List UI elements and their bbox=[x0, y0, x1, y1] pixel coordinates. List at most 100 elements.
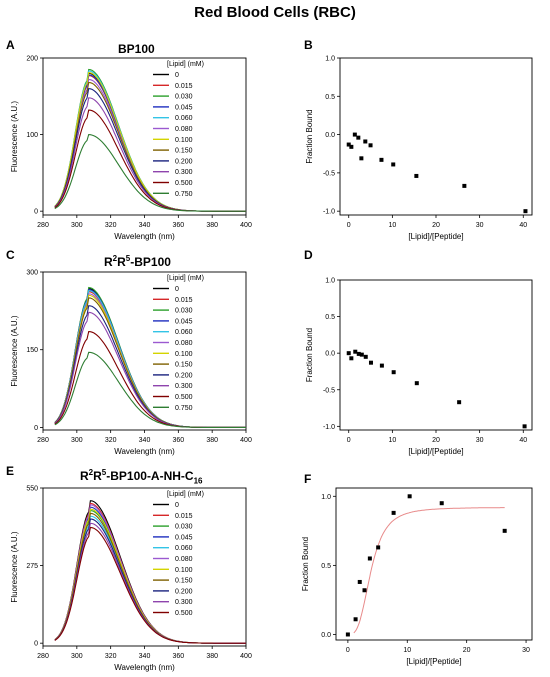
title-e-post: -BP100-A-NH-C bbox=[106, 469, 194, 483]
x-axis-label-f: [Lipid]/[Peptide] bbox=[406, 657, 461, 666]
legend-label-a: 0.300 bbox=[175, 169, 193, 176]
data-point-f bbox=[367, 556, 372, 561]
y-axis-label-b: Fraction Bound bbox=[305, 109, 314, 163]
legend-label-c: 0.060 bbox=[175, 329, 193, 336]
x-tick-label-b: 40 bbox=[519, 222, 527, 229]
title-c-mid: R bbox=[117, 255, 126, 269]
legend-title-e: [Lipid] (mM) bbox=[167, 491, 204, 498]
series-line-a bbox=[54, 81, 246, 212]
data-point-b bbox=[363, 139, 368, 144]
x-tick-label-c: 320 bbox=[105, 437, 117, 444]
x-tick-label-d: 40 bbox=[519, 437, 527, 444]
plot-frame-f bbox=[335, 487, 533, 641]
legend-title-c: [Lipid] (mM) bbox=[167, 275, 204, 282]
fit-curve-f bbox=[353, 507, 505, 634]
data-point-d bbox=[522, 424, 527, 429]
legend-label-c: 0.750 bbox=[175, 405, 193, 412]
data-point-f bbox=[376, 545, 381, 550]
legend-label-e: 0.060 bbox=[175, 545, 193, 552]
panel-title-e: R2R5-BP100-A-NH-C16 bbox=[80, 468, 203, 485]
legend-label-e: 0.045 bbox=[175, 534, 193, 541]
x-tick-label-e: 380 bbox=[206, 653, 218, 660]
x-axis-label-d: [Lipid]/[Peptide] bbox=[408, 447, 463, 456]
series-line-c bbox=[54, 305, 246, 428]
x-tick-label-e: 280 bbox=[37, 653, 49, 660]
data-point-d bbox=[379, 363, 384, 368]
y-tick-label-a: 0 bbox=[34, 209, 38, 216]
panel-letter-f: F bbox=[304, 472, 312, 486]
y-axis-label-f: Fraction Bound bbox=[301, 537, 310, 591]
y-tick-label-c: 150 bbox=[26, 347, 38, 354]
legend-label-e: 0.030 bbox=[175, 524, 193, 531]
x-tick-label-c: 340 bbox=[139, 437, 151, 444]
x-tick-label-e: 400 bbox=[240, 653, 252, 660]
data-point-d bbox=[349, 356, 354, 361]
panel-letter-b: B bbox=[304, 38, 313, 52]
y-tick-label-e: 275 bbox=[26, 563, 38, 570]
x-tick-label-a: 340 bbox=[139, 222, 151, 229]
x-tick-label-a: 320 bbox=[105, 222, 117, 229]
x-tick-label-c: 400 bbox=[240, 437, 252, 444]
legend-label-c: 0.300 bbox=[175, 383, 193, 390]
y-tick-label-d: -0.5 bbox=[323, 387, 335, 394]
x-tick-label-f: 30 bbox=[522, 647, 530, 654]
y-tick-label-b: 0.5 bbox=[325, 94, 335, 101]
legend-label-e: 0.015 bbox=[175, 513, 193, 520]
legend-label-a: 0.750 bbox=[175, 191, 193, 198]
data-point-b bbox=[462, 183, 467, 188]
legend-label-a: 0.030 bbox=[175, 94, 193, 101]
data-point-d bbox=[353, 349, 358, 354]
legend-label-a: 0.045 bbox=[175, 104, 193, 111]
panel-letter-d: D bbox=[304, 248, 313, 262]
y-tick-label-b: 1.0 bbox=[325, 56, 335, 63]
x-tick-label-a: 280 bbox=[37, 222, 49, 229]
x-tick-label-a: 400 bbox=[240, 222, 252, 229]
legend-label-c: 0.500 bbox=[175, 394, 193, 401]
data-point-f bbox=[353, 617, 358, 622]
y-tick-label-d: 1.0 bbox=[325, 278, 335, 285]
y-tick-label-d: 0.0 bbox=[325, 351, 335, 358]
data-point-f bbox=[407, 494, 412, 499]
legend-title-a: [Lipid] (mM) bbox=[167, 61, 204, 68]
legend-label-c: 0.030 bbox=[175, 308, 193, 315]
x-tick-label-c: 300 bbox=[71, 437, 83, 444]
data-point-d bbox=[356, 351, 361, 356]
x-tick-label-f: 20 bbox=[463, 647, 471, 654]
panel-title-a: BP100 bbox=[118, 42, 155, 56]
x-tick-label-a: 360 bbox=[172, 222, 184, 229]
data-point-b bbox=[368, 143, 373, 148]
x-tick-label-a: 300 bbox=[71, 222, 83, 229]
data-point-b bbox=[352, 132, 357, 137]
series-line-a bbox=[54, 87, 246, 212]
x-tick-label-b: 30 bbox=[476, 222, 484, 229]
x-tick-label-c: 360 bbox=[172, 437, 184, 444]
data-point-f bbox=[439, 501, 444, 506]
x-tick-label-c: 380 bbox=[206, 437, 218, 444]
legend-label-a: 0.100 bbox=[175, 137, 193, 144]
y-tick-label-d: -1.0 bbox=[323, 424, 335, 431]
x-tick-label-b: 0 bbox=[347, 222, 351, 229]
data-point-b bbox=[356, 135, 361, 140]
legend-label-c: 0.200 bbox=[175, 372, 193, 379]
legend-label-e: 0 bbox=[175, 502, 179, 509]
x-tick-label-e: 320 bbox=[105, 653, 117, 660]
x-tick-label-e: 360 bbox=[172, 653, 184, 660]
x-tick-label-f: 10 bbox=[403, 647, 411, 654]
legend-label-c: 0.080 bbox=[175, 340, 193, 347]
x-tick-label-d: 20 bbox=[432, 437, 440, 444]
data-point-b bbox=[359, 156, 364, 161]
legend-label-a: 0.060 bbox=[175, 115, 193, 122]
data-point-f bbox=[502, 528, 507, 533]
legend-label-c: 0 bbox=[175, 286, 179, 293]
x-tick-label-e: 300 bbox=[71, 653, 83, 660]
x-axis-label-a: Wavelength (nm) bbox=[114, 232, 175, 241]
data-point-d bbox=[368, 360, 373, 365]
y-tick-label-c: 0 bbox=[34, 425, 38, 432]
x-tick-label-d: 30 bbox=[476, 437, 484, 444]
panel-title-c: R2R5-BP100 bbox=[104, 254, 171, 269]
series-line-a bbox=[54, 71, 246, 212]
y-tick-label-f: 0.5 bbox=[321, 563, 331, 570]
plot-frame-d bbox=[339, 279, 533, 431]
panel-letter-a: A bbox=[6, 38, 15, 52]
legend-label-c: 0.100 bbox=[175, 351, 193, 358]
